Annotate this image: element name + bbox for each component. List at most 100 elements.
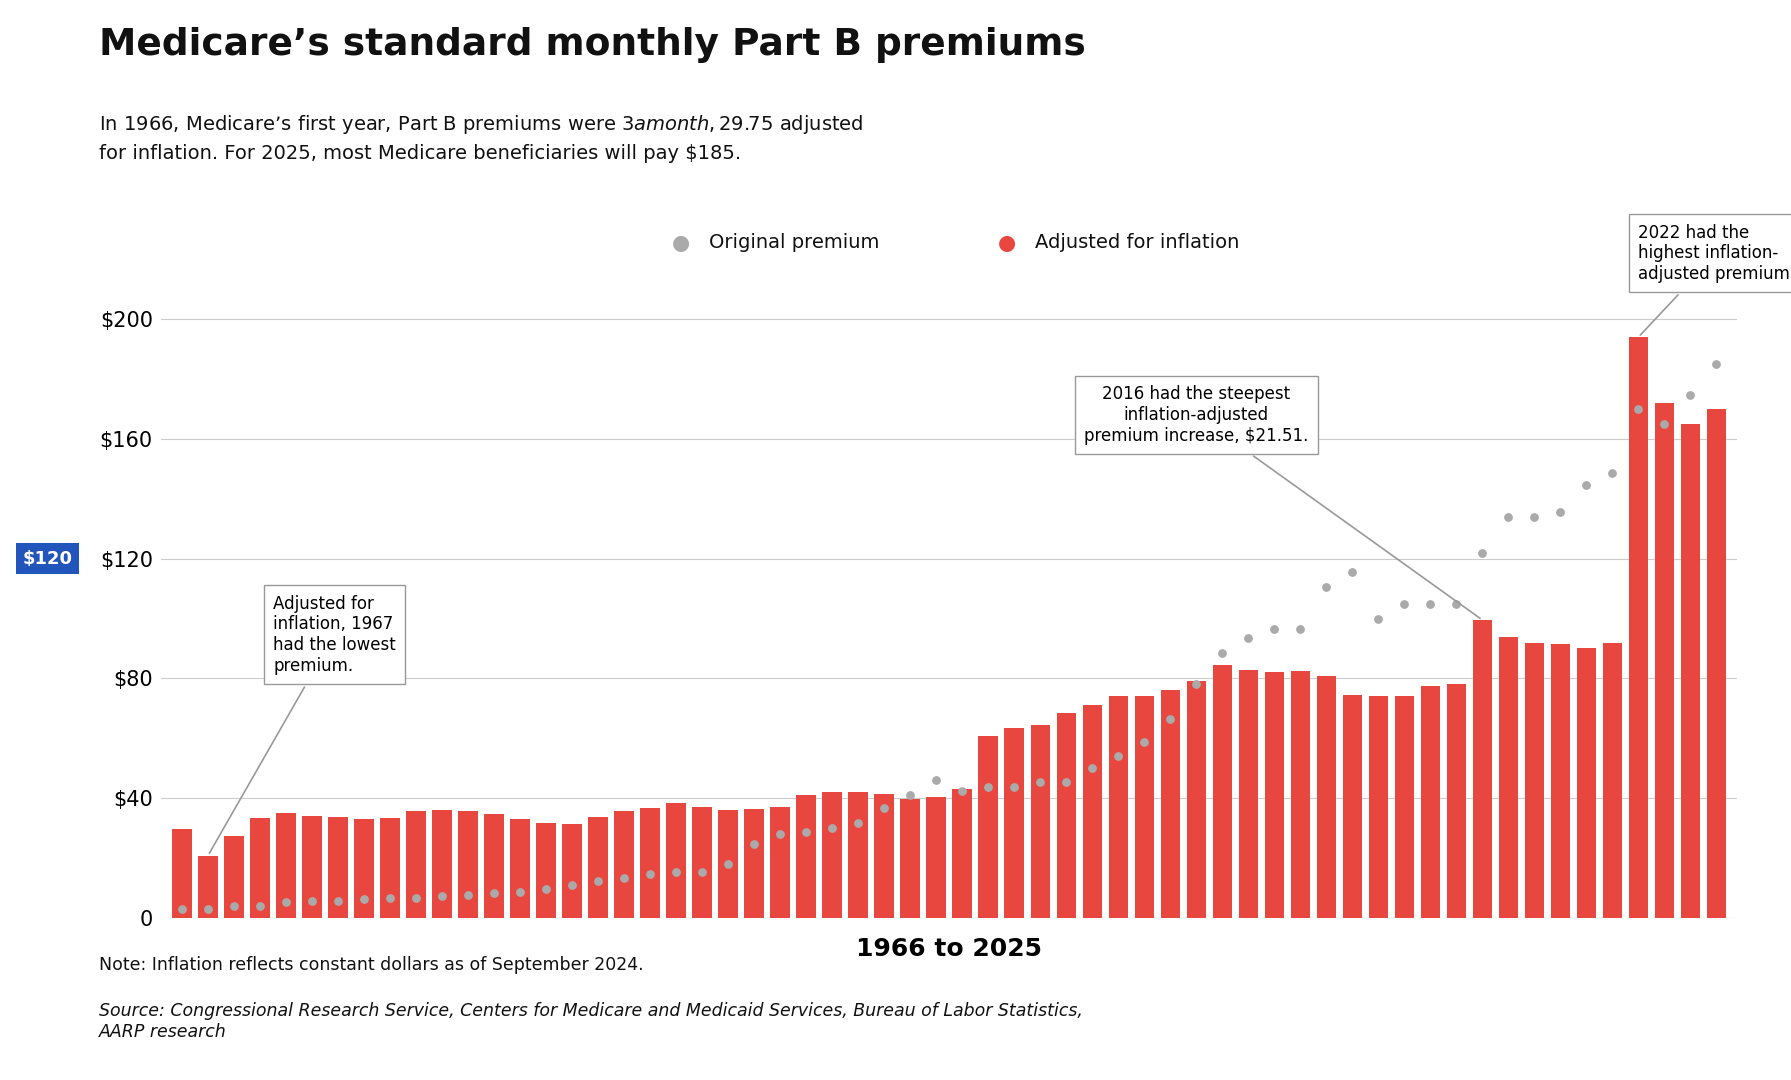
Bar bbox=[1576, 648, 1596, 918]
Bar bbox=[1472, 620, 1492, 918]
Point bbox=[584, 873, 613, 890]
Bar bbox=[1447, 685, 1467, 918]
Bar bbox=[1368, 696, 1388, 918]
Bar bbox=[1655, 403, 1675, 918]
Bar bbox=[562, 824, 582, 918]
Point bbox=[1521, 508, 1549, 525]
Bar bbox=[199, 855, 219, 918]
Point bbox=[1650, 416, 1678, 433]
Text: ●: ● bbox=[672, 233, 690, 253]
Bar bbox=[1551, 644, 1571, 918]
Bar bbox=[328, 816, 347, 918]
Point bbox=[1546, 503, 1574, 521]
Bar bbox=[1707, 409, 1727, 918]
Point bbox=[947, 782, 976, 799]
Point bbox=[1182, 675, 1211, 692]
Point bbox=[870, 800, 899, 818]
Text: ●: ● bbox=[998, 233, 1015, 253]
Bar bbox=[797, 795, 817, 918]
Point bbox=[168, 901, 197, 918]
Point bbox=[453, 887, 482, 904]
Bar bbox=[224, 836, 244, 918]
Bar bbox=[901, 799, 921, 918]
Bar bbox=[1628, 337, 1648, 918]
Point bbox=[1598, 464, 1626, 482]
Bar bbox=[978, 735, 998, 918]
Bar bbox=[953, 789, 973, 918]
Point bbox=[1417, 595, 1445, 612]
Bar bbox=[1005, 728, 1024, 918]
Bar bbox=[589, 816, 607, 918]
Point bbox=[1624, 400, 1653, 417]
Bar bbox=[745, 809, 765, 918]
Point bbox=[740, 835, 768, 852]
Point bbox=[1676, 387, 1705, 404]
Point bbox=[349, 891, 378, 908]
Bar bbox=[458, 810, 478, 918]
Point bbox=[1338, 564, 1367, 581]
Bar bbox=[1499, 636, 1519, 918]
Point bbox=[896, 786, 924, 804]
Bar bbox=[1343, 694, 1363, 918]
Point bbox=[1051, 773, 1080, 791]
Bar bbox=[641, 809, 659, 918]
Point bbox=[1155, 710, 1184, 727]
Text: Note: Inflation reflects constant dollars as of September 2024.: Note: Inflation reflects constant dollar… bbox=[99, 956, 643, 974]
Point bbox=[609, 869, 638, 887]
Bar bbox=[355, 819, 374, 918]
Text: $120: $120 bbox=[23, 550, 73, 568]
Bar bbox=[718, 810, 738, 918]
Text: Adjusted for inflation: Adjusted for inflation bbox=[1035, 233, 1239, 253]
Point bbox=[1494, 508, 1522, 525]
Text: 2016 had the steepest
inflation-adjusted
premium increase, $21.51.: 2016 had the steepest inflation-adjusted… bbox=[1084, 386, 1479, 619]
Bar bbox=[251, 818, 270, 918]
Bar bbox=[380, 818, 399, 918]
Point bbox=[636, 866, 664, 883]
Point bbox=[1261, 621, 1290, 638]
Point bbox=[297, 892, 326, 909]
Point bbox=[818, 820, 847, 837]
Point bbox=[220, 897, 249, 915]
Bar bbox=[822, 792, 842, 918]
Point bbox=[1469, 544, 1497, 562]
Point bbox=[974, 779, 1003, 796]
Point bbox=[1572, 476, 1601, 494]
Bar bbox=[1420, 686, 1440, 918]
Bar bbox=[874, 794, 894, 918]
Point bbox=[1286, 621, 1315, 638]
Point bbox=[376, 889, 405, 906]
Text: Medicare’s standard monthly Part B premiums: Medicare’s standard monthly Part B premi… bbox=[99, 27, 1085, 63]
Bar bbox=[1134, 696, 1153, 918]
Bar bbox=[693, 807, 711, 918]
Bar bbox=[1680, 423, 1700, 918]
Point bbox=[505, 883, 534, 901]
Text: Original premium: Original premium bbox=[709, 233, 879, 253]
Point bbox=[922, 771, 951, 788]
Bar bbox=[614, 811, 634, 918]
Bar bbox=[770, 807, 790, 918]
Bar bbox=[666, 804, 686, 918]
Point bbox=[715, 855, 743, 873]
Bar bbox=[1239, 671, 1257, 918]
Bar bbox=[1524, 644, 1544, 918]
Point bbox=[1078, 759, 1107, 777]
Bar bbox=[1291, 671, 1309, 918]
Point bbox=[1701, 355, 1730, 373]
Point bbox=[428, 888, 457, 905]
Point bbox=[1234, 630, 1263, 647]
Text: Source: Congressional Research Service, Centers for Medicare and Medicaid Servic: Source: Congressional Research Service, … bbox=[99, 1002, 1082, 1041]
Bar bbox=[1264, 672, 1284, 918]
Point bbox=[1390, 595, 1418, 612]
Point bbox=[193, 901, 222, 918]
Bar bbox=[1213, 665, 1232, 918]
Bar bbox=[536, 823, 555, 918]
X-axis label: 1966 to 2025: 1966 to 2025 bbox=[856, 937, 1042, 961]
Bar bbox=[276, 813, 296, 918]
Bar bbox=[1082, 705, 1101, 918]
Point bbox=[999, 779, 1028, 796]
Point bbox=[767, 826, 795, 843]
Point bbox=[1103, 747, 1132, 765]
Bar bbox=[926, 797, 946, 918]
Text: 2022 had the
highest inflation-
adjusted premium.: 2022 had the highest inflation- adjusted… bbox=[1639, 224, 1791, 335]
Bar bbox=[1603, 643, 1623, 918]
